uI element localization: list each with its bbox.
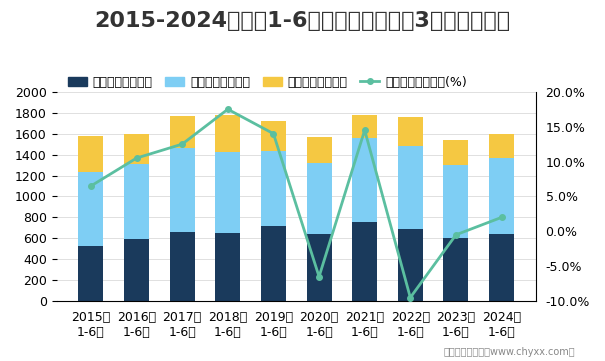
Bar (79, 172, 103, 245)
Bar (124, 239, 149, 301)
Line: 销售费用累计增长(%): 销售费用累计增长(%) (88, 106, 505, 300)
Text: 2015-2024年各年1-6月四川省工业企业3类费用统计图: 2015-2024年各年1-6月四川省工业企业3类费用统计图 (94, 11, 511, 31)
Bar (215, 232, 240, 301)
Bar (352, 115, 378, 138)
Bar (443, 238, 468, 301)
销售费用累计增长(%) (407, 295, 414, 300)
销售费用累计增长(%) (361, 128, 368, 132)
Bar (261, 152, 286, 226)
销售费用累计增长(%) (453, 232, 460, 237)
Bar (397, 117, 423, 146)
Bar (307, 234, 332, 301)
Bar (169, 148, 195, 232)
Bar (79, 245, 103, 301)
Bar (307, 137, 332, 164)
Bar (124, 164, 149, 239)
Bar (352, 222, 378, 301)
销售费用累计增长(%) (133, 156, 140, 160)
Bar (169, 232, 195, 301)
销售费用累计增长(%) (270, 131, 277, 136)
销售费用累计增长(%) (224, 107, 232, 112)
Bar (489, 158, 514, 234)
Bar (215, 152, 240, 232)
Bar (489, 234, 514, 301)
销售费用累计增长(%) (178, 142, 186, 146)
Bar (169, 116, 195, 148)
Bar (79, 136, 103, 172)
销售费用累计增长(%) (498, 215, 505, 219)
Bar (397, 229, 423, 301)
销售费用累计增长(%) (315, 274, 322, 279)
Bar (443, 140, 468, 165)
销售费用累计增长(%) (87, 184, 94, 188)
Bar (443, 165, 468, 238)
Bar (489, 134, 514, 158)
Text: 制图：智研咨询（www.chyxx.com）: 制图：智研咨询（www.chyxx.com） (443, 347, 575, 357)
Bar (261, 226, 286, 301)
Legend: 销售费用（亿元）, 管理费用（亿元）, 财务费用（亿元）, 销售费用累计增长(%): 销售费用（亿元）, 管理费用（亿元）, 财务费用（亿元）, 销售费用累计增长(%… (63, 71, 472, 94)
Bar (352, 138, 378, 222)
Bar (397, 146, 423, 229)
Bar (124, 134, 149, 164)
Bar (215, 116, 240, 152)
Bar (261, 121, 286, 152)
Bar (307, 164, 332, 234)
